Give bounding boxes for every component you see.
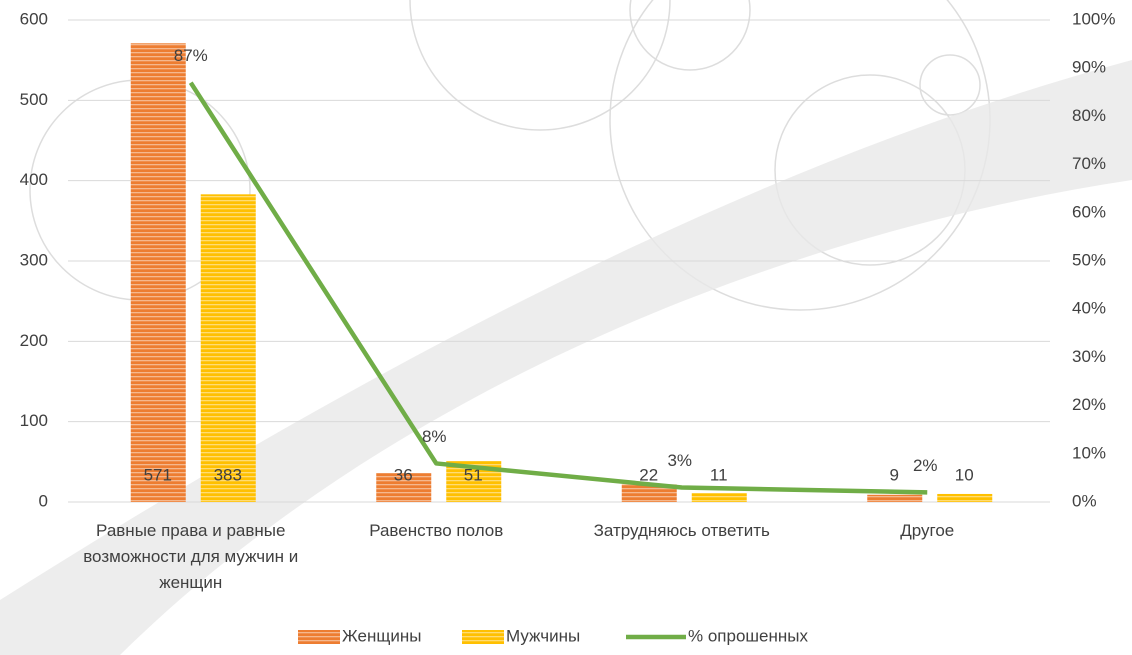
value-label: 10 [955, 465, 974, 484]
y-tick-label: 300 [20, 250, 48, 269]
y2-tick-label: 50% [1072, 250, 1106, 269]
y2-tick-label: 100% [1072, 9, 1115, 28]
y-tick-label: 600 [20, 9, 48, 28]
x-tick-label: Затрудняюсь ответить [593, 521, 770, 540]
y-tick-label: 400 [20, 170, 48, 189]
bar [867, 494, 923, 502]
bar [200, 194, 256, 502]
legend-label: % опрошенных [688, 626, 808, 645]
value-label: 22 [639, 465, 658, 484]
value-label: 383 [214, 465, 242, 484]
value-label: 11 [710, 465, 728, 484]
y2-tick-label: 30% [1072, 347, 1106, 366]
y2-tick-label: 60% [1072, 202, 1106, 221]
value-label: 571 [144, 465, 172, 484]
y-tick-label: 100 [20, 411, 48, 430]
line [188, 81, 928, 495]
y-tick-label: 0 [39, 491, 48, 510]
y2-tick-label: 0% [1072, 491, 1097, 510]
bar [130, 43, 186, 503]
bar [937, 493, 993, 502]
legend-label: Женщины [342, 626, 421, 645]
x-tick-label: Другое [900, 521, 955, 540]
y2-tick-label: 20% [1072, 395, 1106, 414]
legend-swatch [298, 630, 340, 644]
bar [621, 484, 677, 502]
line-value-label: 2% [913, 456, 938, 475]
bar [376, 473, 432, 502]
value-label: 9 [890, 465, 899, 484]
bar [691, 493, 747, 502]
y-tick-label: 200 [20, 331, 48, 350]
legend-swatch [462, 630, 504, 644]
x-tick-label: Равные права и равные возможности для му… [83, 521, 299, 592]
y2-tick-label: 10% [1072, 443, 1106, 462]
legend-label: Мужчины [506, 626, 580, 645]
y2-tick-label: 80% [1072, 106, 1106, 125]
line-value-label: 3% [667, 451, 692, 470]
y-tick-label: 500 [20, 90, 48, 109]
x-tick-label: Равенство полов [369, 521, 504, 540]
y2-tick-label: 70% [1072, 154, 1106, 173]
line-value-label: 87% [174, 46, 208, 65]
y2-tick-label: 40% [1072, 299, 1106, 318]
value-label: 36 [394, 465, 413, 484]
line-value-label: 8% [422, 427, 447, 446]
value-label: 51 [464, 465, 483, 484]
y2-tick-label: 90% [1072, 58, 1106, 77]
